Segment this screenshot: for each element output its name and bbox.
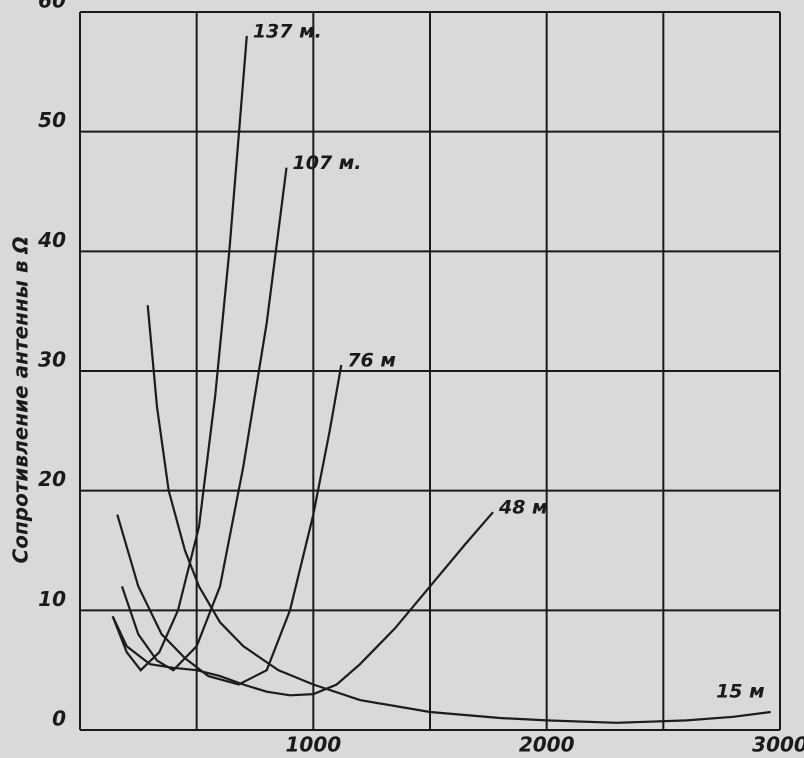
series-label: 48 м bbox=[498, 497, 548, 519]
series-line bbox=[111, 35, 248, 672]
y-tick-label: 60 bbox=[38, 0, 66, 13]
series-line bbox=[146, 305, 771, 724]
y-tick-label: 20 bbox=[38, 467, 66, 491]
x-tick-label: 1000 bbox=[285, 733, 341, 757]
y-tick-label: 50 bbox=[38, 108, 66, 132]
series-label: 76 м bbox=[347, 350, 396, 372]
y-axis-label: Сопротивление антенны в Ω bbox=[9, 237, 33, 564]
series-line bbox=[111, 511, 494, 697]
series-label: 15 м bbox=[716, 681, 765, 703]
x-tick-label: 2000 bbox=[519, 733, 575, 757]
y-tick-label: 40 bbox=[37, 228, 66, 252]
x-tick-label: 3000 bbox=[752, 733, 804, 757]
series-line bbox=[116, 364, 343, 686]
y-tick-label: 0 bbox=[52, 707, 66, 731]
y-tick-label: 30 bbox=[38, 348, 66, 372]
series-label: 137 м. bbox=[253, 20, 322, 42]
y-tick-label: 10 bbox=[38, 587, 66, 611]
series-label: 107 м. bbox=[293, 152, 362, 174]
series-line bbox=[120, 167, 288, 672]
